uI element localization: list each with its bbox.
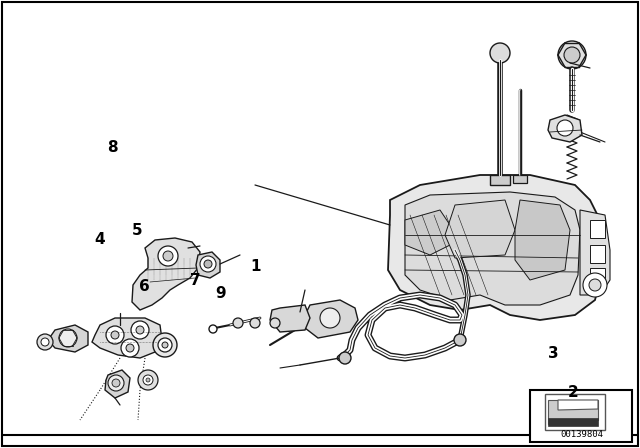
- Text: 2: 2: [568, 384, 578, 400]
- Circle shape: [339, 352, 351, 364]
- Text: 4: 4: [94, 232, 104, 247]
- Circle shape: [112, 379, 120, 387]
- Circle shape: [250, 318, 260, 328]
- Circle shape: [270, 318, 280, 328]
- Bar: [548, 418, 598, 426]
- Text: 7: 7: [190, 272, 200, 288]
- Circle shape: [59, 329, 77, 347]
- Circle shape: [131, 321, 149, 339]
- Text: 00139804: 00139804: [561, 430, 604, 439]
- Polygon shape: [548, 115, 582, 142]
- Circle shape: [204, 260, 212, 268]
- Polygon shape: [92, 318, 162, 358]
- Polygon shape: [105, 370, 130, 398]
- Polygon shape: [405, 192, 580, 305]
- Circle shape: [37, 334, 53, 350]
- Circle shape: [589, 279, 601, 291]
- Circle shape: [454, 334, 466, 346]
- Bar: [590, 220, 605, 238]
- Polygon shape: [580, 210, 610, 295]
- Polygon shape: [394, 190, 586, 350]
- Circle shape: [490, 43, 510, 63]
- Bar: [545, 394, 605, 430]
- Bar: [530, 390, 632, 442]
- Polygon shape: [513, 175, 527, 183]
- Circle shape: [162, 342, 168, 348]
- Circle shape: [153, 333, 177, 357]
- Circle shape: [126, 344, 134, 352]
- Circle shape: [163, 251, 173, 261]
- Circle shape: [209, 325, 217, 333]
- Text: 5: 5: [132, 223, 143, 238]
- Circle shape: [557, 120, 573, 136]
- Bar: [590, 245, 605, 263]
- Circle shape: [146, 378, 150, 382]
- Bar: [590, 268, 605, 286]
- Circle shape: [583, 273, 607, 297]
- Polygon shape: [490, 175, 510, 185]
- Circle shape: [558, 41, 586, 69]
- Circle shape: [158, 338, 172, 352]
- Circle shape: [143, 375, 153, 385]
- Circle shape: [564, 47, 580, 63]
- Circle shape: [41, 338, 49, 346]
- Text: 8: 8: [107, 140, 117, 155]
- Polygon shape: [196, 252, 220, 278]
- Text: 1: 1: [251, 259, 261, 274]
- Circle shape: [108, 375, 124, 391]
- Polygon shape: [558, 400, 598, 410]
- Polygon shape: [548, 400, 598, 424]
- Polygon shape: [445, 200, 515, 258]
- Polygon shape: [48, 325, 88, 352]
- Circle shape: [233, 318, 243, 328]
- Polygon shape: [132, 238, 200, 310]
- Polygon shape: [405, 210, 460, 255]
- Circle shape: [121, 339, 139, 357]
- Circle shape: [136, 326, 144, 334]
- Circle shape: [320, 308, 340, 328]
- Circle shape: [106, 326, 124, 344]
- Text: 9: 9: [216, 286, 226, 301]
- Text: 3: 3: [548, 346, 559, 362]
- Polygon shape: [270, 305, 310, 332]
- Circle shape: [158, 246, 178, 266]
- Polygon shape: [388, 175, 600, 320]
- Polygon shape: [305, 300, 358, 338]
- Circle shape: [138, 370, 158, 390]
- Text: 6: 6: [139, 279, 149, 294]
- Circle shape: [111, 331, 119, 339]
- Polygon shape: [515, 200, 570, 280]
- Circle shape: [200, 256, 216, 272]
